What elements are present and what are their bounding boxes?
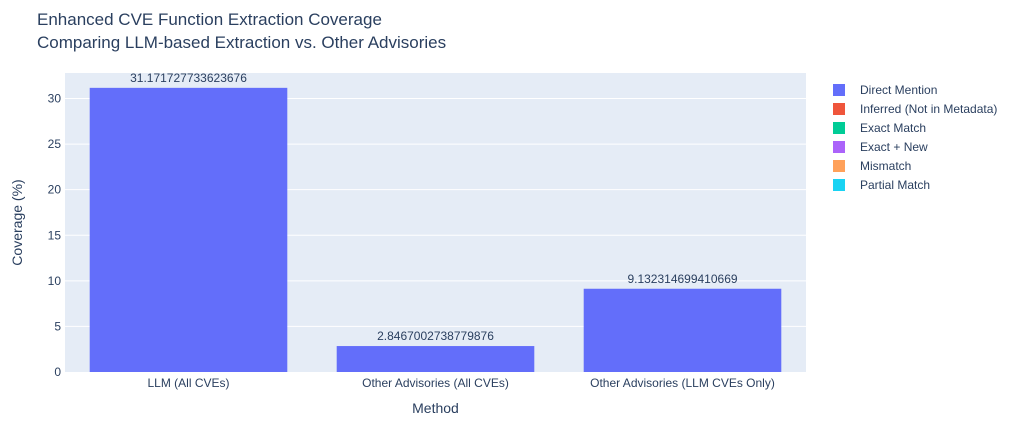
legend-item[interactable]: Partial Match xyxy=(833,175,997,194)
legend-item[interactable]: Direct Mention xyxy=(833,80,997,99)
bar[interactable] xyxy=(583,288,782,372)
y-tick-label: 15 xyxy=(48,228,62,242)
legend-label: Exact + New xyxy=(860,139,928,154)
x-axis-ticks: LLM (All CVEs) Other Advisories (All CVEs… xyxy=(147,376,774,390)
bar-value-label: 2.8467002738779876 xyxy=(377,329,494,343)
legend-swatch xyxy=(833,121,845,134)
legend-swatch xyxy=(833,102,845,115)
y-tick-label: 5 xyxy=(54,319,61,333)
legend-label: Direct Mention xyxy=(860,82,938,97)
bar-value-label: 31.171727733623676 xyxy=(130,71,247,85)
legend-label: Mismatch xyxy=(860,158,912,173)
y-tick-label: 25 xyxy=(48,137,62,151)
legend-label: Inferred (Not in Metadata) xyxy=(860,101,998,116)
bar[interactable] xyxy=(89,87,288,373)
legend-swatch xyxy=(833,159,845,172)
legend-item[interactable]: Inferred (Not in Metadata) xyxy=(833,99,997,118)
bar-value-label: 9.132314699410669 xyxy=(627,272,737,286)
bar[interactable] xyxy=(336,346,535,372)
x-tick-label: Other Advisories (LLM CVEs Only) xyxy=(590,376,775,390)
x-tick-label: Other Advisories (All CVEs) xyxy=(362,376,509,390)
x-axis-title: Method xyxy=(412,400,459,416)
legend-label: Partial Match xyxy=(860,177,931,192)
legend-swatch xyxy=(833,140,845,153)
legend-swatch xyxy=(833,83,845,96)
legend-item[interactable]: Exact Match xyxy=(833,118,997,137)
y-tick-label: 30 xyxy=(48,92,62,106)
y-axis-ticks: 0 5 10 15 20 25 30 xyxy=(48,92,62,379)
chart-subtitle: Comparing LLM-based Extraction vs. Other… xyxy=(37,33,447,52)
legend-item[interactable]: Exact + New xyxy=(833,137,997,156)
bars xyxy=(89,87,782,373)
chart-title: Enhanced CVE Function Extraction Coverag… xyxy=(37,10,382,29)
y-axis-title: Coverage (%) xyxy=(9,179,25,265)
bar-labels: 31.171727733623676 2.8467002738779876 9.13… xyxy=(130,71,738,343)
legend-label: Exact Match xyxy=(860,120,927,135)
y-tick-label: 20 xyxy=(48,183,62,197)
chart-title-block: Enhanced CVE Function Extraction Coverag… xyxy=(37,8,446,54)
y-tick-label: 0 xyxy=(54,365,61,379)
legend-item[interactable]: Mismatch xyxy=(833,156,997,175)
legend-swatch xyxy=(833,178,845,191)
y-tick-label: 10 xyxy=(48,274,62,288)
x-tick-label: LLM (All CVEs) xyxy=(147,376,229,390)
legend[interactable]: Direct Mention Inferred (Not in Metadata)… xyxy=(833,80,997,194)
